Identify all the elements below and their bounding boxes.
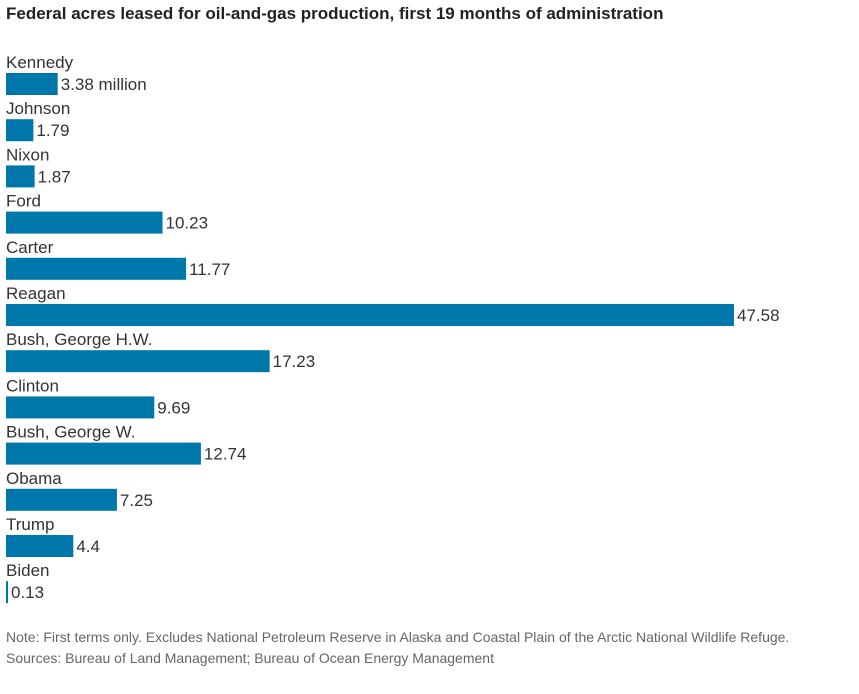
value-label-kennedy: 3.38 million	[61, 75, 147, 94]
value-label-trump: 4.4	[76, 537, 100, 556]
category-label-bush-george-h-w: Bush, George H.W.	[6, 330, 152, 349]
category-label-trump: Trump	[6, 515, 55, 534]
value-label-bush-george-h-w: 17.23	[273, 352, 316, 371]
chart-sources: Sources: Bureau of Land Management; Bure…	[6, 650, 494, 666]
bar-chart: Kennedy 3.38 million Johnson 1.79 Nixon 1.87 F…	[6, 53, 780, 604]
category-label-johnson: Johnson	[6, 99, 70, 118]
category-label-reagan: Reagan	[6, 284, 66, 303]
bar-obama	[6, 488, 117, 511]
category-label-bush-george-w: Bush, George W.	[6, 423, 135, 442]
bar-clinton	[6, 396, 155, 419]
value-label-bush-george-w: 12.74	[204, 445, 247, 464]
bar-bush-george-w	[6, 442, 201, 465]
category-label-kennedy: Kennedy	[6, 53, 74, 72]
bar-bush-george-h-w	[6, 350, 270, 373]
bar-kennedy	[6, 73, 58, 95]
bar-trump	[6, 535, 74, 557]
category-label-nixon: Nixon	[6, 145, 49, 164]
chart-footer: Note: First terms only. Excludes Nationa…	[6, 627, 846, 669]
value-label-clinton: 9.69	[157, 398, 190, 417]
chart-note: Note: First terms only. Excludes Nationa…	[6, 629, 790, 645]
value-label-obama: 7.25	[120, 491, 153, 510]
bar-johnson	[6, 119, 34, 142]
bar-nixon	[6, 165, 35, 188]
chart-title: Federal acres leased for oil-and-gas pro…	[6, 4, 664, 23]
value-label-ford: 10.23	[166, 214, 209, 233]
value-label-nixon: 1.87	[38, 167, 71, 186]
value-label-reagan: 47.58	[737, 306, 780, 325]
value-label-carter: 11.77	[189, 260, 230, 279]
category-label-obama: Obama	[6, 469, 62, 488]
bar-reagan	[6, 304, 734, 326]
category-label-biden: Biden	[6, 561, 49, 580]
bar-ford	[6, 211, 163, 234]
category-label-carter: Carter	[6, 238, 54, 257]
category-label-ford: Ford	[6, 192, 41, 211]
bar-biden	[6, 581, 8, 604]
value-label-biden: 0.13	[11, 583, 44, 602]
category-label-clinton: Clinton	[6, 376, 59, 395]
value-label-johnson: 1.79	[36, 121, 69, 140]
bar-carter	[6, 257, 187, 280]
